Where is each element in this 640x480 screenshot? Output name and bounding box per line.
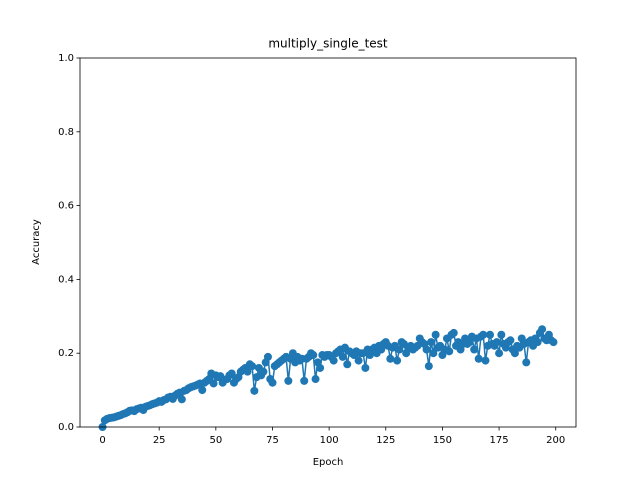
point [268, 378, 277, 387]
point [424, 362, 433, 371]
point [177, 395, 186, 404]
point [393, 356, 402, 365]
point [495, 349, 504, 358]
y-tick-label: 1.0 [58, 53, 74, 64]
point [479, 330, 488, 339]
y-tick-label: 0.0 [58, 422, 74, 433]
point [449, 328, 458, 337]
x-tick-label: 0 [99, 435, 105, 446]
point [474, 354, 483, 363]
point [248, 362, 257, 371]
point [506, 336, 515, 345]
point [538, 325, 547, 334]
point [427, 338, 436, 347]
point [263, 352, 272, 361]
point [386, 354, 395, 363]
y-axis-label: Accuracy [31, 219, 42, 265]
y-tick-label: 0.6 [58, 201, 74, 212]
plot-frame [79, 57, 577, 428]
point [243, 367, 252, 376]
x-tick-label: 150 [433, 435, 452, 446]
point [250, 386, 259, 395]
x-tick-label: 200 [546, 435, 565, 446]
point [343, 360, 352, 369]
x-tick-label: 100 [320, 435, 339, 446]
y-tick-label: 0.8 [58, 127, 74, 138]
x-tick-label: 50 [209, 435, 222, 446]
point [354, 356, 363, 365]
point [481, 356, 490, 365]
point [300, 376, 309, 385]
point [361, 363, 370, 372]
point [422, 345, 431, 354]
y-tick-label: 0.2 [58, 348, 74, 359]
point [198, 386, 207, 395]
point [510, 349, 519, 358]
point [522, 358, 531, 367]
point [492, 338, 501, 347]
chart-title: multiply_single_test [268, 37, 388, 51]
point [533, 338, 542, 347]
point [338, 352, 347, 361]
x-tick-label: 25 [153, 435, 166, 446]
y-tick-label: 0.4 [58, 274, 74, 285]
point [549, 338, 558, 347]
point [329, 356, 338, 365]
point [209, 379, 218, 388]
point [395, 345, 404, 354]
x-tick-label: 75 [266, 435, 279, 446]
point [259, 367, 268, 376]
x-tick-label: 175 [490, 435, 509, 446]
x-tick-label: 125 [376, 435, 395, 446]
point [486, 330, 495, 339]
point [497, 330, 506, 339]
point [227, 369, 236, 378]
point [431, 330, 440, 339]
x-axis-label: Epoch [313, 457, 344, 468]
point [316, 363, 325, 372]
point [429, 349, 438, 358]
point [284, 376, 293, 385]
point [470, 345, 479, 354]
point [309, 351, 318, 360]
point [445, 347, 454, 356]
point [311, 375, 320, 384]
